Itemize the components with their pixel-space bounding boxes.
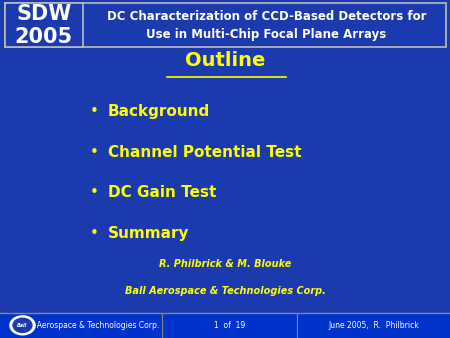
Text: SDW
2005: SDW 2005 [15, 4, 73, 47]
Text: Ball Aerospace & Technologies Corp.: Ball Aerospace & Technologies Corp. [20, 321, 160, 330]
Text: Channel Potential Test: Channel Potential Test [108, 145, 302, 160]
Text: June 2005,  R.  Philbrick: June 2005, R. Philbrick [328, 321, 419, 330]
Text: Ball: Ball [18, 323, 27, 328]
Text: •: • [90, 226, 99, 241]
FancyBboxPatch shape [4, 3, 83, 47]
Text: Summary: Summary [108, 226, 189, 241]
Text: DC Characterization of CCD-Based Detectors for
Use in Multi-Chip Focal Plane Arr: DC Characterization of CCD-Based Detecto… [107, 10, 427, 41]
Text: •: • [90, 104, 99, 119]
Circle shape [10, 316, 35, 335]
FancyBboxPatch shape [0, 313, 450, 338]
Text: 1  of  19: 1 of 19 [214, 321, 245, 330]
FancyBboxPatch shape [4, 3, 446, 47]
Text: •: • [90, 145, 99, 160]
Text: R. Philbrick & M. Blouke: R. Philbrick & M. Blouke [159, 259, 291, 269]
Circle shape [13, 318, 32, 333]
Text: Background: Background [108, 104, 210, 119]
Text: •: • [90, 185, 99, 200]
Text: DC Gain Test: DC Gain Test [108, 185, 216, 200]
Text: Outline: Outline [185, 51, 265, 70]
Text: Ball Aerospace & Technologies Corp.: Ball Aerospace & Technologies Corp. [125, 286, 325, 296]
